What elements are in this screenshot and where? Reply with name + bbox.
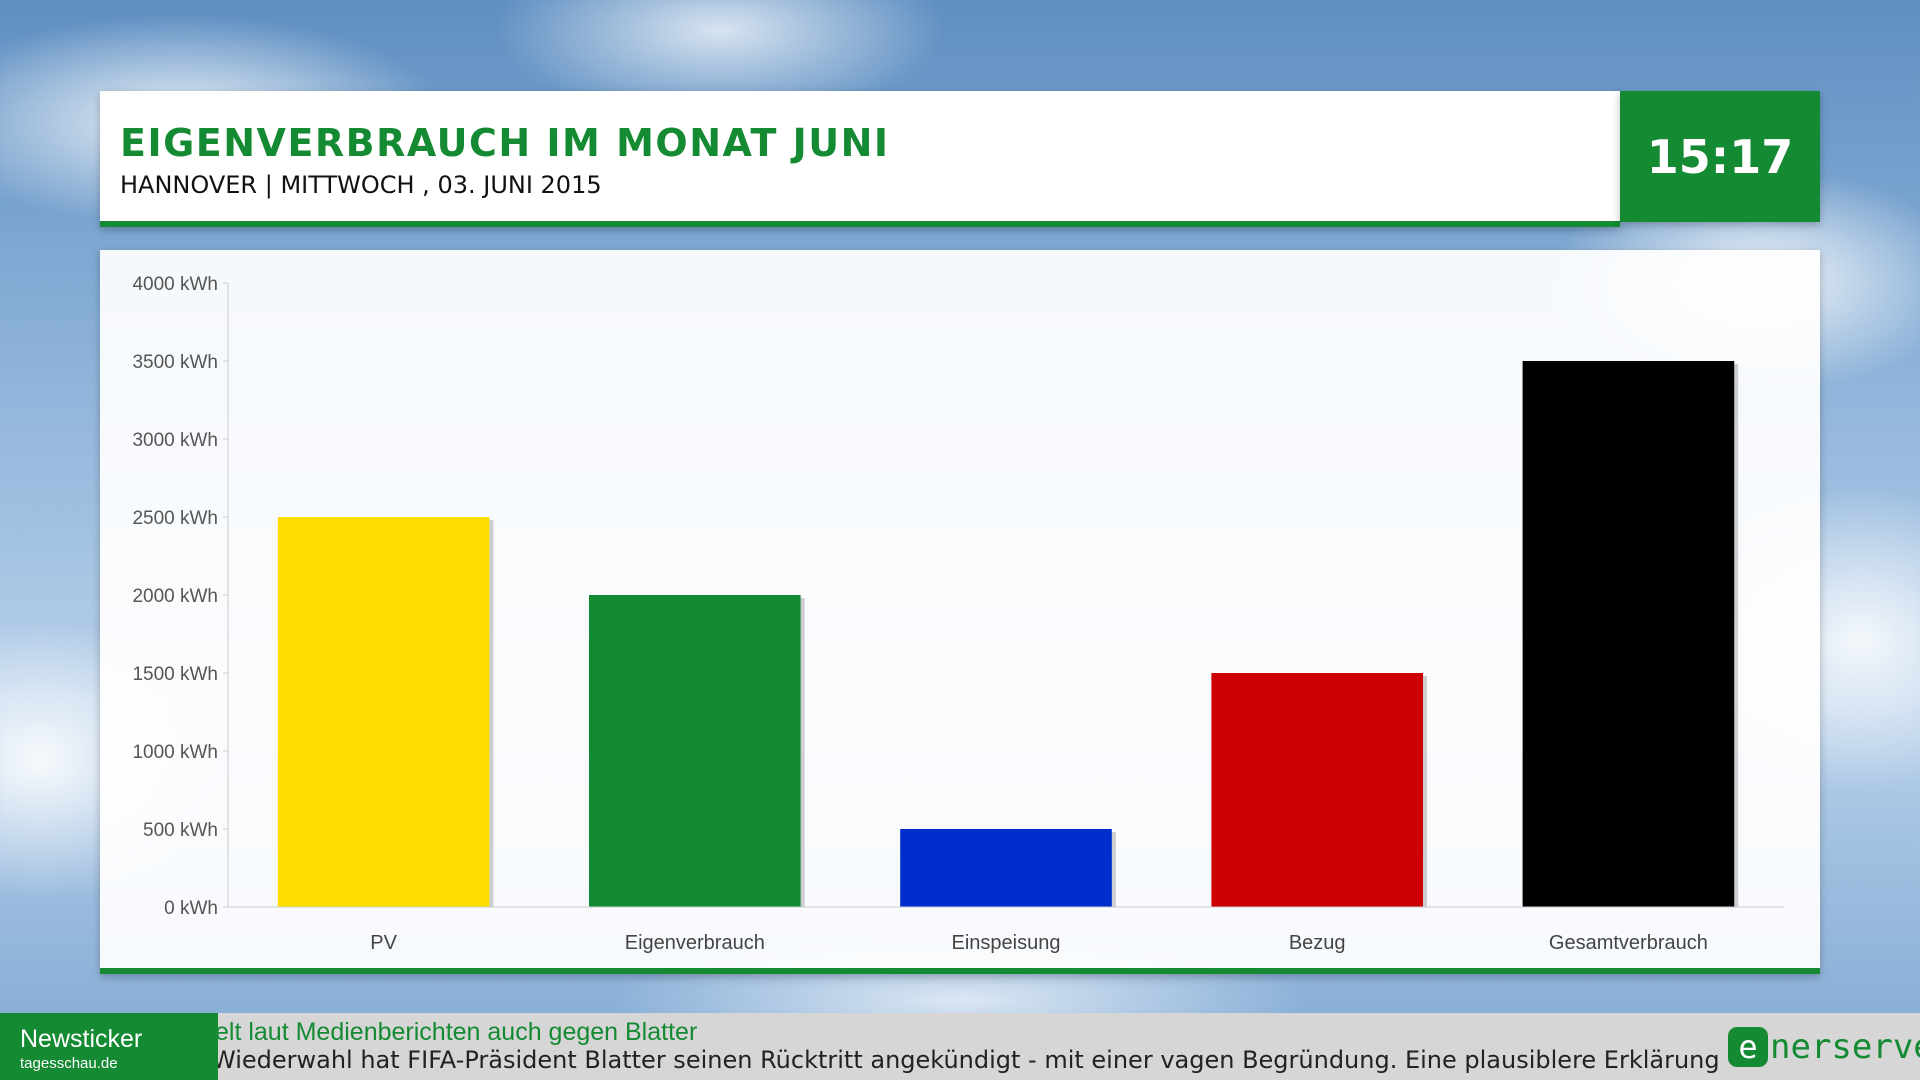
bar-chart: 0 kWh 500 kWh 1000 kWh 1500 kWh 2000 kWh 2500… — [132, 274, 1784, 954]
x-category-label: PV — [370, 932, 397, 954]
brand-logo: e nerserve — [1728, 1027, 1920, 1067]
chart-card: 0 kWh 500 kWh 1000 kWh 1500 kWh 2000 kWh 2500… — [100, 250, 1820, 974]
y-tick-label: 2500 kWh — [132, 508, 218, 529]
y-tick-label: 1500 kWh — [132, 664, 218, 685]
page-subtitle: HANNOVER | MITTWOCH , 03. JUNI 2015 — [120, 171, 602, 199]
y-tick-label: 0 kWh — [164, 898, 218, 919]
clock-time: 15:17 — [1646, 129, 1794, 184]
y-tick-label: 3500 kWh — [132, 352, 218, 373]
y-tick-label: 500 kWh — [143, 820, 218, 841]
ticker-body: Wiederwahl hat FIFA-Präsident Blatter se… — [218, 1046, 1718, 1074]
ticker-label: Newsticker — [20, 1025, 143, 1053]
y-tick-label: 3000 kWh — [132, 430, 218, 451]
brand-badge-icon: e — [1728, 1027, 1768, 1067]
clock-panel: 15:17 — [1620, 91, 1820, 222]
bar-eigenverbrauch — [588, 595, 801, 907]
y-tick-label: 1000 kWh — [132, 742, 218, 763]
y-tick-label: 4000 kWh — [132, 274, 218, 295]
bar-gesamtverbrauch — [1522, 361, 1735, 907]
y-axis: 0 kWh 500 kWh 1000 kWh 1500 kWh 2000 kWh 2500… — [132, 274, 229, 919]
page-title: EIGENVERBRAUCH IM MONAT JUNI — [120, 121, 890, 165]
header-card: EIGENVERBRAUCH IM MONAT JUNI HANNOVER | … — [100, 91, 1620, 227]
ticker-text-area: elt laut Medienberichten auch gegen Blat… — [218, 1013, 1718, 1080]
bar-bezug — [1211, 673, 1424, 907]
ticker-label-box: Newsticker tagesschau.de — [0, 1013, 218, 1080]
brand-name: nerserve — [1770, 1027, 1920, 1067]
x-category-label: Gesamtverbrauch — [1549, 932, 1708, 954]
x-axis: PV Eigenverbrauch Einspeisung Bezug Gesamtve… — [228, 906, 1784, 954]
bar-einspeisung — [900, 829, 1112, 907]
news-ticker: Newsticker tagesschau.de elt laut Medien… — [0, 1013, 1920, 1080]
x-category-label: Eigenverbrauch — [625, 932, 765, 954]
bar-pv — [277, 517, 490, 907]
ticker-headline: elt laut Medienberichten auch gegen Blat… — [218, 1018, 698, 1046]
bar-series — [277, 361, 1739, 907]
ticker-source: tagesschau.de — [20, 1055, 118, 1072]
y-tick-label: 2000 kWh — [132, 586, 218, 607]
x-category-label: Einspeisung — [952, 932, 1061, 954]
x-category-label: Bezug — [1289, 932, 1346, 954]
